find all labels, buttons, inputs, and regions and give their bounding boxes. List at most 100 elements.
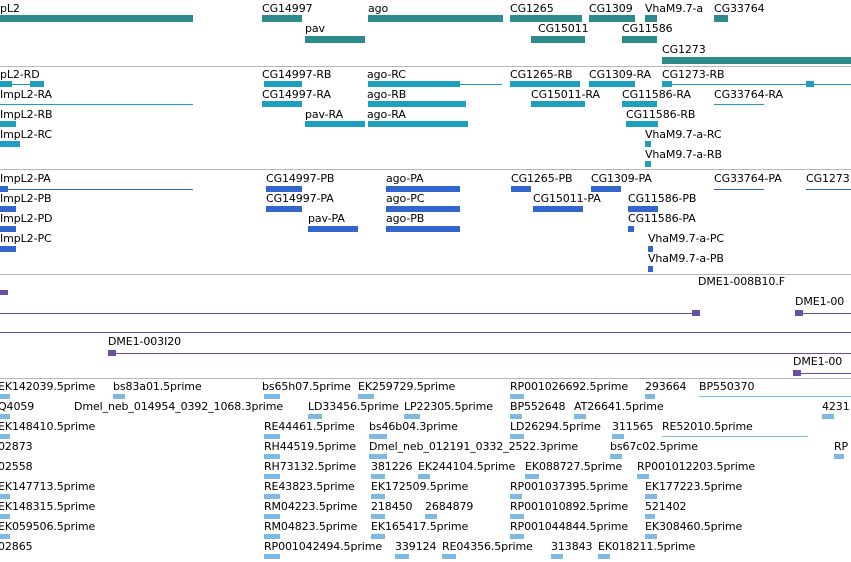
- est-block[interactable]: [637, 474, 649, 479]
- exon-block[interactable]: [626, 121, 658, 127]
- cds-block[interactable]: [386, 206, 460, 212]
- est-block[interactable]: [610, 454, 622, 459]
- exon-block[interactable]: [30, 81, 44, 87]
- clone-label[interactable]: DME1-00: [795, 295, 845, 308]
- est-block[interactable]: [264, 454, 280, 459]
- transcript-label[interactable]: pL2-RD: [0, 68, 40, 81]
- est-label[interactable]: RP001044844.5prime: [510, 520, 629, 533]
- est-block[interactable]: [113, 394, 125, 399]
- transcript-label[interactable]: CG1309-RA: [589, 68, 651, 81]
- gene-label[interactable]: CG14997: [262, 2, 313, 15]
- clone-bar[interactable]: [108, 350, 116, 356]
- est-label[interactable]: RH73132.5prime: [264, 460, 357, 473]
- est-label[interactable]: RP: [834, 440, 849, 453]
- clone-label[interactable]: DME1-008B10.F: [698, 275, 785, 288]
- gene-bar[interactable]: [368, 15, 503, 22]
- est-block[interactable]: [510, 434, 524, 439]
- est-label[interactable]: Q4059: [0, 400, 35, 413]
- est-label[interactable]: RP001026692.5prime: [510, 380, 629, 393]
- protein-label[interactable]: CG1265-PB: [511, 172, 573, 185]
- est-block[interactable]: [551, 554, 563, 559]
- est-block[interactable]: [834, 454, 844, 459]
- est-label[interactable]: EK172509.5prime: [371, 480, 469, 493]
- cds-block[interactable]: [386, 186, 460, 192]
- est-label[interactable]: EK088727.5prime: [525, 460, 623, 473]
- est-block[interactable]: [264, 434, 280, 439]
- gene-bar[interactable]: [0, 15, 193, 22]
- cds-block[interactable]: [533, 206, 583, 212]
- est-block[interactable]: [264, 554, 280, 559]
- est-block[interactable]: [574, 414, 586, 419]
- est-label[interactable]: RH44519.5prime: [264, 440, 357, 453]
- gene-label[interactable]: CG11586: [622, 22, 673, 35]
- exon-block[interactable]: [0, 81, 12, 87]
- est-label[interactable]: 218450: [371, 500, 413, 513]
- exon-block[interactable]: [368, 121, 468, 127]
- est-label[interactable]: 02558: [0, 460, 33, 473]
- est-block[interactable]: [308, 414, 322, 419]
- protein-label[interactable]: CG33764-PA: [714, 172, 782, 185]
- est-block[interactable]: [0, 534, 10, 539]
- transcript-label[interactable]: pav-RA: [305, 108, 344, 121]
- est-block[interactable]: [0, 434, 10, 439]
- est-block[interactable]: [264, 474, 280, 479]
- est-block[interactable]: [371, 514, 385, 519]
- transcript-label[interactable]: CG33764-RA: [714, 88, 783, 101]
- transcript-label[interactable]: CG1273-RB: [662, 68, 725, 81]
- est-label[interactable]: Dmel_neb_012191_0332_2522.3prime: [369, 440, 579, 453]
- est-label[interactable]: 521402: [645, 500, 687, 513]
- protein-label[interactable]: ago-PC: [386, 192, 425, 205]
- est-label[interactable]: 293664: [645, 380, 687, 393]
- est-label[interactable]: Dmel_neb_014954_0392_1068.3prime: [74, 400, 284, 413]
- est-block[interactable]: [371, 494, 385, 499]
- est-block[interactable]: [645, 534, 657, 539]
- gene-label[interactable]: pav: [305, 22, 325, 35]
- est-label[interactable]: RM04223.5prime: [264, 500, 358, 513]
- transcript-label[interactable]: VhaM9.7-a-RC: [645, 128, 722, 141]
- est-label[interactable]: LD26294.5prime: [510, 420, 601, 433]
- transcript-label[interactable]: CG11586-RB: [626, 108, 696, 121]
- gene-bar[interactable]: [531, 36, 585, 43]
- est-label[interactable]: AT26641.5prime: [574, 400, 664, 413]
- est-block[interactable]: [510, 394, 524, 399]
- gene-bar[interactable]: [262, 15, 302, 22]
- est-label[interactable]: RP001042494.5prime: [264, 540, 383, 553]
- est-label[interactable]: BP552648: [510, 400, 566, 413]
- est-block[interactable]: [510, 414, 522, 419]
- est-label[interactable]: 339124: [395, 540, 437, 553]
- transcript-label[interactable]: CG15011-RA: [531, 88, 600, 101]
- protein-label[interactable]: VhaM9.7-a-PC: [648, 232, 725, 245]
- est-block[interactable]: [0, 514, 10, 519]
- cds-block[interactable]: [628, 226, 634, 232]
- cds-block[interactable]: [0, 206, 16, 212]
- est-block[interactable]: [264, 494, 280, 499]
- est-label[interactable]: RE43823.5prime: [264, 480, 355, 493]
- est-label[interactable]: bs83a01.5prime: [113, 380, 202, 393]
- exon-block[interactable]: [264, 81, 302, 87]
- cds-block[interactable]: [511, 186, 531, 192]
- transcript-label[interactable]: ImpL2-RA: [0, 88, 52, 101]
- protein-label[interactable]: CG14997-PB: [266, 172, 335, 185]
- gene-label[interactable]: CG1309: [589, 2, 633, 15]
- gene-bar[interactable]: [589, 15, 635, 22]
- est-block[interactable]: [264, 534, 280, 539]
- exon-block[interactable]: [262, 101, 302, 107]
- est-label[interactable]: EK059506.5prime: [0, 520, 96, 533]
- gene-label[interactable]: VhaM9.7-a: [645, 2, 704, 15]
- protein-label[interactable]: ago-PA: [386, 172, 424, 185]
- exon-block[interactable]: [589, 81, 635, 87]
- est-label[interactable]: RP001010892.5prime: [510, 500, 629, 513]
- est-label[interactable]: RP001012203.5prime: [637, 460, 756, 473]
- clone-bar[interactable]: [0, 290, 8, 295]
- est-block[interactable]: [369, 454, 387, 459]
- protein-label[interactable]: CG1273: [806, 172, 850, 185]
- exon-block[interactable]: [531, 101, 585, 107]
- est-label[interactable]: EK142039.5prime: [0, 380, 96, 393]
- gene-bar[interactable]: [510, 15, 582, 22]
- protein-label[interactable]: CG11586-PB: [628, 192, 697, 205]
- est-label[interactable]: EK148410.5prime: [0, 420, 96, 433]
- est-block[interactable]: [369, 434, 387, 439]
- exon-block[interactable]: [645, 161, 651, 167]
- transcript-label[interactable]: CG14997-RA: [262, 88, 331, 101]
- cds-block[interactable]: [0, 246, 16, 252]
